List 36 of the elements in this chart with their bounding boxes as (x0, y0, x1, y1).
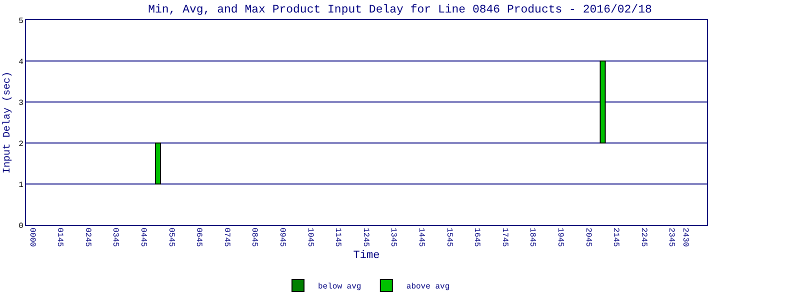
y-axis-title: Input Delay (sec) (2, 71, 14, 174)
x-tick-label: 0445 (138, 228, 148, 247)
x-tick-label: 0845 (250, 228, 259, 247)
x-tick-label: 0000 (27, 228, 36, 247)
x-tick-label: 1145 (333, 228, 342, 247)
x-tick-label: 0645 (194, 228, 204, 247)
y-tick-label: 4 (18, 58, 24, 67)
x-tick-label: 0345 (110, 228, 120, 247)
y-tick-label: 5 (18, 16, 24, 26)
x-tick-label: 1645 (472, 228, 482, 247)
x-tick-label: 0245 (82, 228, 92, 247)
x-tick-label: 0145 (55, 228, 64, 247)
x-tick-label: 1045 (305, 228, 314, 247)
y-tick-label: 1 (18, 180, 24, 190)
legend-label: above avg (406, 282, 450, 292)
x-tick-label: 2430 (680, 228, 690, 247)
chart-title: Min, Avg, and Max Product Input Delay for Line 0846 Products - 2016/02/18 (148, 4, 652, 17)
x-tick-label: 2045 (583, 228, 592, 247)
x-tick-label: 1445 (416, 228, 426, 247)
x-tick-label: 1945 (555, 228, 564, 247)
x-tick-label: 1845 (528, 228, 537, 247)
x-tick-label: 0545 (166, 228, 176, 247)
y-tick-label: 0 (18, 222, 24, 231)
x-tick-label: 1745 (500, 228, 509, 247)
y-tick-label: 3 (18, 98, 24, 108)
x-tick-label: 2345 (666, 228, 676, 247)
y-tick-label: 2 (18, 140, 24, 149)
x-tick-label: 1545 (444, 228, 454, 247)
x-axis-title: Time (353, 250, 380, 262)
x-tick-label: 1245 (360, 228, 370, 247)
x-tick-label: 0745 (222, 228, 231, 247)
x-tick-label: 1345 (388, 228, 398, 247)
x-tick-label: 2245 (638, 228, 648, 247)
x-tick-label: 0945 (278, 228, 287, 247)
x-tick-label: 2145 (611, 228, 620, 247)
legend-label: below avg (318, 282, 362, 292)
